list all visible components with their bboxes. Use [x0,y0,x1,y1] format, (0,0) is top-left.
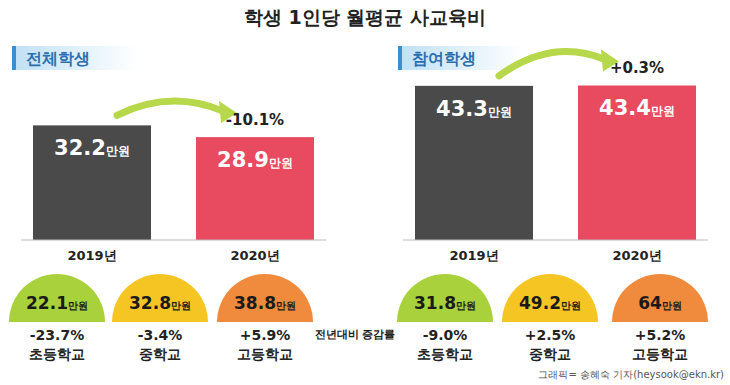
badge-value: 22.1만원 [26,293,88,313]
category-label: 2019년 [449,248,498,263]
badge [112,274,208,322]
category-label: 2019년 [67,248,116,263]
badge-value: 64만원 [638,293,682,313]
badge-category: 중학교 [139,346,181,362]
bar-group: 전체학생32.2만원2019년28.9만원2020년-10.1%22.1만원-2… [9,46,326,362]
change-note: 전년대비 증감률 [315,328,396,341]
badge-value-number: 32.8 [129,293,171,313]
badge-value: 38.8만원 [234,293,296,313]
data-label-unit: 만원 [269,156,293,170]
title: 학생 1인당 월평균 사교육비 [244,6,486,28]
change-label: +0.3% [610,59,664,77]
data-label: 28.9만원 [217,148,293,172]
badge-category: 중학교 [529,346,571,362]
badge-value-unit: 만원 [68,300,88,311]
badge-change: +2.5% [525,327,576,343]
data-label-number: 32.2 [54,136,106,160]
badge [9,274,105,322]
badge-value: 49.2만원 [519,293,581,313]
marks [33,125,314,240]
badge-value-number: 49.2 [519,293,561,313]
badge-change: +5.9% [240,327,291,343]
tab-background [398,46,523,70]
bar [196,137,314,240]
badge-category: 고등학교 [632,346,688,362]
data-label-number: 28.9 [217,148,269,172]
data-label-unit: 만원 [651,104,675,118]
credit: 그래픽= 송혜숙 기자(heysook@ekn.kr) [538,369,724,380]
badge-change: -3.4% [138,327,183,343]
data-label: 32.2만원 [54,136,130,160]
bar [578,85,696,240]
category-label: 2020년 [612,248,661,263]
badge-value: 32.8만원 [129,293,191,313]
badge [502,274,598,322]
bar [415,86,533,240]
bar [33,125,151,240]
baseline [21,240,326,241]
badge-value-unit: 만원 [276,300,296,311]
bar-group: 참여학생43.3만원2019년43.4만원2020년+0.3%31.8만원-9.… [397,46,708,362]
data-label: 43.4만원 [599,96,675,120]
group-title: 참여학생 [412,49,476,68]
group-title: 전체학생 [26,49,90,68]
chart-root: 학생 1인당 월평균 사교육비전체학생32.2만원2019년28.9만원2020… [0,0,730,385]
badge-change: +5.2% [635,327,686,343]
data-label-number: 43.3 [436,97,488,121]
badge-category: 초등학교 [417,346,473,362]
badge-value-number: 38.8 [234,293,276,313]
marks [415,85,696,240]
data-label-number: 43.4 [599,96,651,120]
badge-change: -9.0% [423,327,468,343]
category-label: 2020년 [230,248,279,263]
badge-value-number: 64 [638,293,662,313]
badge-value-unit: 만원 [662,300,682,311]
change-label: -10.1% [226,111,284,129]
change-arrow [499,51,605,75]
badge-category: 고등학교 [237,346,293,362]
tab-accent [398,46,402,70]
data-label: 43.3만원 [436,97,512,121]
baseline [403,240,708,241]
badge-value-number: 22.1 [26,293,68,313]
badge-value-unit: 만원 [561,300,581,311]
change-arrow [117,101,223,115]
badge [397,274,493,322]
badge-value: 31.8만원 [414,293,476,313]
badge [612,274,708,322]
badge-value-unit: 만원 [456,300,476,311]
badge-change: -23.7% [30,327,84,343]
badge-category: 초등학교 [29,346,85,362]
badge [217,274,313,322]
badge-value-unit: 만원 [171,300,191,311]
data-label-unit: 만원 [106,144,130,158]
tab-accent [12,46,16,70]
badge-value-number: 31.8 [414,293,456,313]
data-label-unit: 만원 [488,105,512,119]
tab-background [12,46,137,70]
